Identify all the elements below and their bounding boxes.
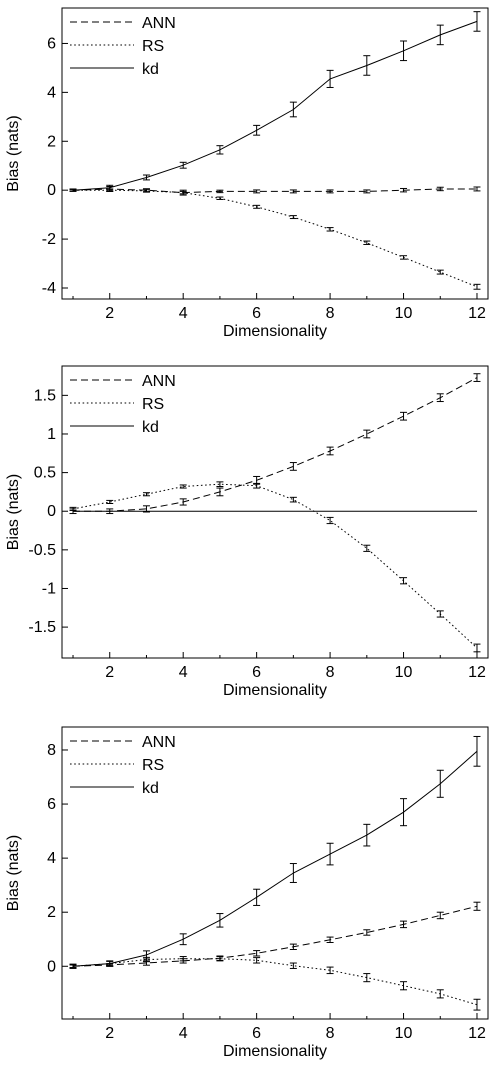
y-axis-title: Bias (nats): [5, 115, 22, 191]
legend-label-ANN: ANN: [142, 734, 176, 751]
y-tick-label: 0: [47, 503, 56, 520]
chart-panel-2: 2 4 6 8 10 12 -1.5 -1 -0.5 0 0.5 1 1.5 Dimensionality…: [5, 365, 489, 699]
y-tick-label: 8: [47, 742, 56, 759]
series-line-RS: [73, 189, 478, 288]
series-line-kd: [72, 20, 478, 191]
y-axis-title: Bias (nats): [5, 835, 22, 911]
y-tick-label: 4: [47, 84, 56, 101]
y-tick-label: -4: [42, 280, 56, 297]
y-tick-label: 2: [47, 133, 56, 150]
series-ANN: [69, 901, 481, 969]
legend-label-ANN: ANN: [142, 15, 176, 32]
legend-label-kd: kd: [142, 419, 159, 436]
series-ANN: [69, 186, 481, 196]
x-axis-title: Dimensionality: [223, 682, 327, 699]
legend: ANN RS kd: [70, 15, 176, 78]
y-tick-label: -0.5: [28, 542, 56, 559]
y-tick-label: 1.5: [34, 387, 56, 404]
legend-label-ANN: ANN: [142, 373, 176, 390]
y-tick-label: 1: [47, 426, 56, 443]
series-RS: [69, 481, 481, 653]
x-tick-label: 8: [326, 664, 335, 681]
legend: ANN RS kd: [70, 734, 176, 797]
x-tick-label: 10: [395, 664, 413, 681]
legend-label-RS: RS: [142, 38, 164, 55]
legend-label-kd: kd: [142, 780, 159, 797]
x-tick-label: 12: [468, 305, 486, 322]
y-tick-label: 0.5: [34, 465, 56, 482]
series-RS: [69, 956, 481, 1011]
legend-label-kd: kd: [142, 61, 159, 78]
legend-label-RS: RS: [142, 757, 164, 774]
y-tick-label: 6: [47, 35, 56, 52]
series-line-kd: [72, 750, 478, 967]
series-kd: [69, 11, 481, 192]
series-RS: [69, 188, 481, 290]
y-tick-label: 4: [47, 850, 56, 867]
y-axis-title: Bias (nats): [5, 474, 22, 550]
series-kd: [69, 735, 481, 969]
plot-frame: [61, 7, 489, 300]
x-tick-label: 2: [105, 305, 114, 322]
x-tick-label: 6: [252, 305, 261, 322]
series-line-RS: [72, 958, 478, 1006]
series-line-ANN: [72, 905, 478, 967]
x-tick-label: 8: [326, 305, 335, 322]
x-tick-label: 2: [105, 1025, 114, 1042]
x-tick-label: 8: [326, 1025, 335, 1042]
y-tick-label: 2: [47, 904, 56, 921]
x-tick-label: 12: [468, 1025, 486, 1042]
y-tick-label: -1.5: [28, 619, 56, 636]
x-tick-label: 6: [252, 1025, 261, 1042]
series-line-ANN: [73, 377, 478, 512]
x-tick-label: 12: [468, 664, 486, 681]
x-tick-label: 4: [179, 664, 188, 681]
x-tick-label: 10: [395, 1025, 413, 1042]
x-tick-label: 6: [252, 664, 261, 681]
plot-frame: [61, 726, 489, 1020]
legend: ANN RS kd: [70, 373, 176, 436]
x-axis-title: Dimensionality: [223, 1043, 327, 1060]
x-tick-label: 4: [179, 1025, 188, 1042]
y-tick-label: 0: [47, 958, 56, 975]
x-tick-label: 2: [105, 664, 114, 681]
series-ANN: [69, 373, 481, 515]
plot-frame: [61, 365, 489, 659]
x-tick-label: 4: [179, 305, 188, 322]
x-axis-title: Dimensionality: [223, 323, 327, 340]
y-tick-label: -1: [42, 580, 56, 597]
series-line-ANN: [72, 188, 477, 194]
legend-label-RS: RS: [142, 396, 164, 413]
y-tick-label: -2: [42, 231, 56, 248]
y-tick-label: 0: [47, 182, 56, 199]
x-tick-label: 10: [395, 305, 413, 322]
series-line-RS: [72, 483, 478, 649]
y-tick-label: 6: [47, 796, 56, 813]
